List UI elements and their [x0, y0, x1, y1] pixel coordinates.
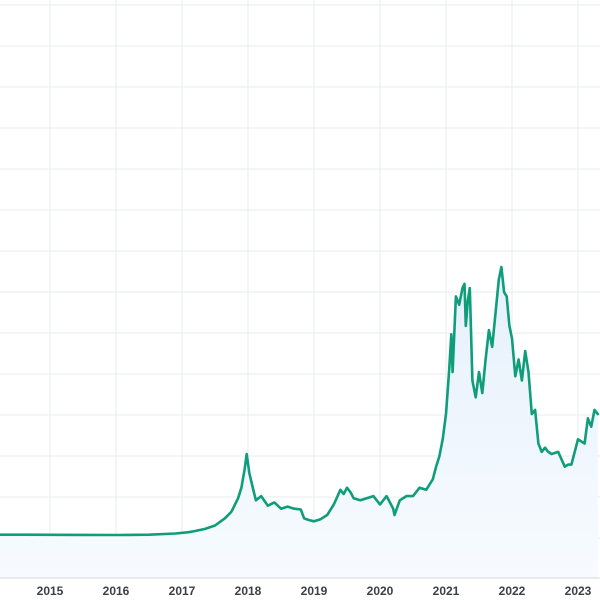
x-tick-label: 2023: [565, 584, 592, 598]
x-tick-label: 2021: [433, 584, 460, 598]
x-tick-labels: 2015 2016 2017 2018 2019 2020 2021 2022 2023: [37, 584, 592, 598]
x-tick-label: 2015: [37, 584, 64, 598]
price-line: [0, 265, 600, 537]
x-tick-label: 2022: [499, 584, 526, 598]
x-tick-label: 2016: [103, 584, 130, 598]
x-tick-label: 2019: [301, 584, 328, 598]
x-tick-label: 2018: [235, 584, 262, 598]
x-tick-label: 2020: [367, 584, 394, 598]
price-area: [0, 267, 598, 578]
x-tick-label: 2017: [169, 584, 196, 598]
